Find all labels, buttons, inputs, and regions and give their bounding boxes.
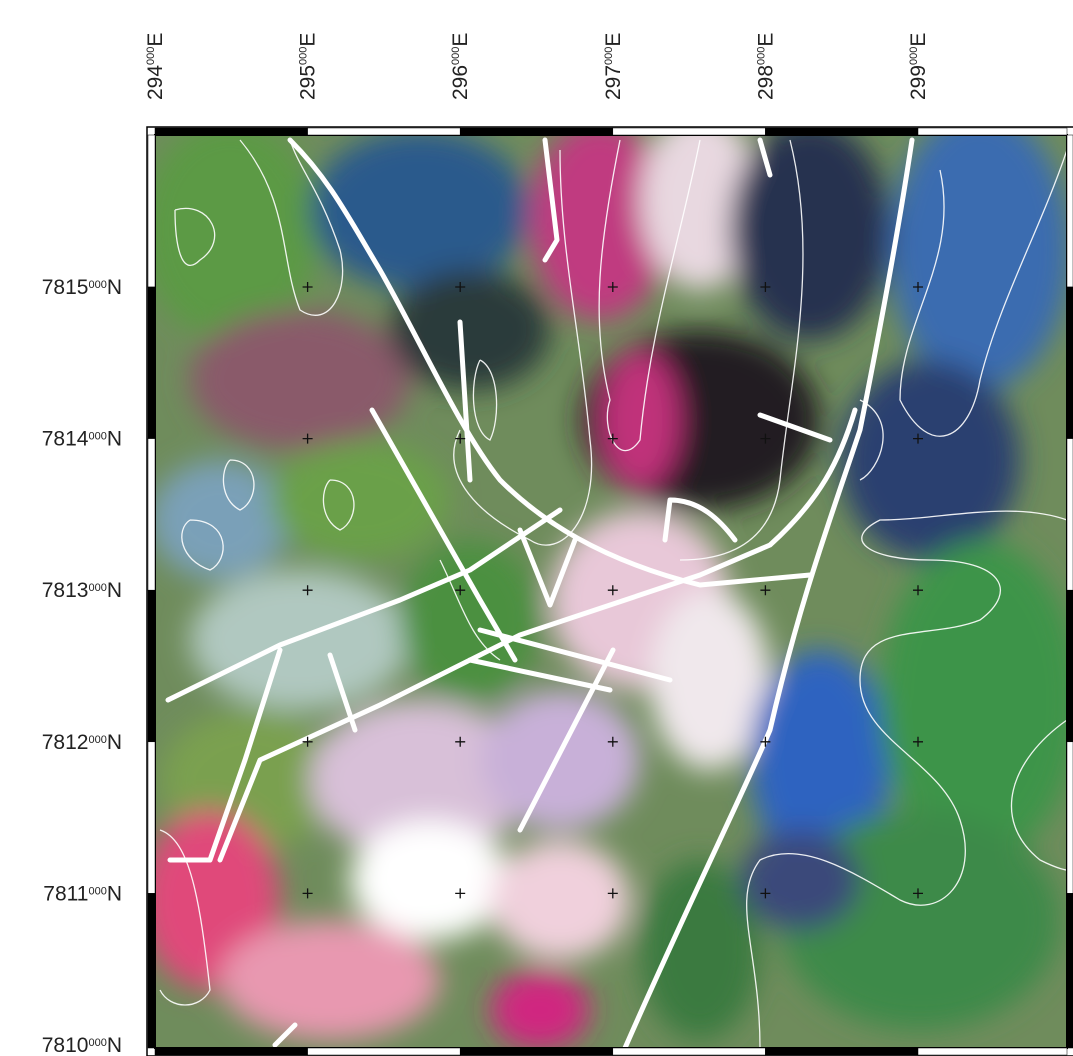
northing-suffix: N bbox=[107, 276, 122, 299]
northing-superscript: 000 bbox=[88, 279, 106, 291]
northing-number: 7810 bbox=[42, 1034, 89, 1056]
northing-suffix: N bbox=[107, 882, 122, 905]
easting-superscript: 000 bbox=[450, 47, 462, 65]
easting-label: 294000E bbox=[144, 33, 167, 100]
easting-label: 296000E bbox=[449, 33, 472, 100]
easting-suffix: E bbox=[602, 33, 625, 47]
easting-number: 297 bbox=[602, 65, 625, 100]
border-segment bbox=[1067, 287, 1073, 439]
easting-superscript: 000 bbox=[755, 47, 767, 65]
easting-label: 295000E bbox=[297, 33, 320, 100]
easting-number: 296 bbox=[449, 65, 472, 100]
easting-number: 294 bbox=[144, 65, 167, 100]
easting-number: 298 bbox=[754, 65, 777, 100]
border-segment bbox=[148, 135, 155, 287]
easting-suffix: E bbox=[754, 33, 777, 47]
border-segment bbox=[148, 893, 155, 1048]
easting-label: 299000E bbox=[907, 33, 930, 100]
border-segment bbox=[613, 1048, 766, 1055]
border-segment bbox=[1067, 590, 1073, 742]
easting-superscript: 000 bbox=[603, 47, 615, 65]
easting-suffix: E bbox=[144, 33, 167, 47]
northing-label: 7814000N bbox=[42, 428, 122, 451]
border-segment bbox=[308, 1048, 461, 1055]
northing-number: 7812 bbox=[42, 731, 89, 754]
easting-superscript: 000 bbox=[145, 47, 157, 65]
border-segment bbox=[148, 742, 155, 894]
border-segment bbox=[148, 287, 155, 439]
easting-label: 298000E bbox=[754, 33, 777, 100]
northing-label: 7815000N bbox=[42, 276, 122, 299]
northing-superscript: 000 bbox=[88, 431, 106, 443]
northing-suffix: N bbox=[107, 731, 122, 754]
northing-label: 7811000N bbox=[43, 882, 122, 905]
northing-suffix: N bbox=[107, 428, 122, 451]
border-segment bbox=[765, 1048, 918, 1055]
border-segment bbox=[148, 439, 155, 591]
northing-superscript: 000 bbox=[88, 885, 106, 897]
easting-suffix: E bbox=[449, 33, 472, 47]
northing-superscript: 000 bbox=[88, 1037, 106, 1049]
border-segment bbox=[148, 590, 155, 742]
northing-suffix: N bbox=[107, 579, 122, 602]
border-segment bbox=[1067, 893, 1073, 1048]
northing-number: 7814 bbox=[42, 428, 89, 451]
border-segment bbox=[460, 128, 613, 135]
northing-superscript: 000 bbox=[88, 582, 106, 594]
northing-number: 7815 bbox=[42, 276, 89, 299]
easting-suffix: E bbox=[297, 33, 320, 47]
border-segment bbox=[918, 128, 1067, 135]
border-segment bbox=[1067, 742, 1073, 894]
border-segment bbox=[613, 128, 766, 135]
border-segment bbox=[460, 1048, 613, 1055]
easting-number: 299 bbox=[907, 65, 930, 100]
border-segment bbox=[765, 128, 918, 135]
northing-number: 7811 bbox=[43, 882, 88, 905]
northing-label: 7812000N bbox=[42, 731, 122, 754]
border-segment bbox=[1067, 439, 1073, 591]
map-figure: 294000E295000E296000E297000E298000E29900… bbox=[0, 0, 1073, 1056]
border-segment bbox=[918, 1048, 1067, 1055]
easting-superscript: 000 bbox=[298, 47, 310, 65]
northing-number: 7813 bbox=[42, 579, 89, 602]
easting-label: 297000E bbox=[602, 33, 625, 100]
border-segment bbox=[155, 1048, 308, 1055]
northing-label: 7813000N bbox=[42, 579, 122, 602]
northing-superscript: 000 bbox=[88, 734, 106, 746]
border-segment bbox=[1067, 135, 1073, 287]
easting-superscript: 000 bbox=[908, 47, 920, 65]
easting-number: 295 bbox=[297, 65, 320, 100]
northing-label: 7810000N bbox=[42, 1034, 122, 1056]
northing-suffix: N bbox=[107, 1034, 122, 1056]
border-segment bbox=[308, 128, 461, 135]
easting-suffix: E bbox=[907, 33, 930, 47]
border-segment bbox=[155, 128, 308, 135]
satellite-image bbox=[140, 110, 1073, 1050]
